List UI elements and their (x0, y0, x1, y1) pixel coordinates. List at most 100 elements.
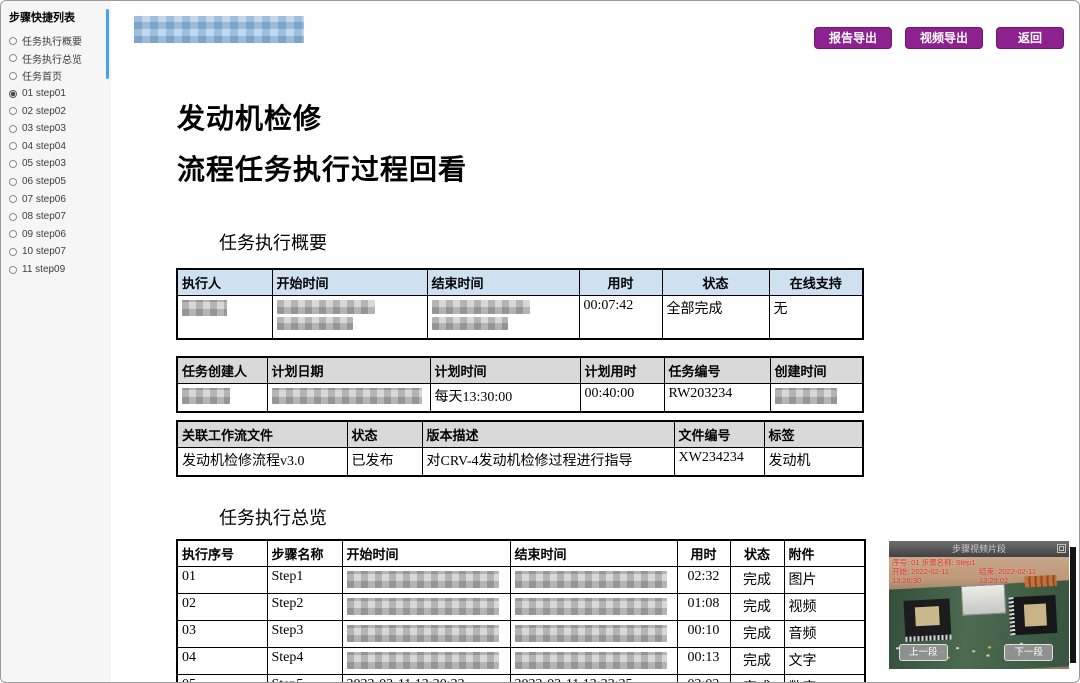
table-header-row: 任务创建人 计划日期 计划时间 计划用时 任务编号 创建时间 (176, 356, 864, 384)
sidebar-item-step07[interactable]: 07 step06 (9, 190, 111, 208)
sidebar-item-step06[interactable]: 06 step05 (9, 173, 111, 191)
header-cell: 任务创建人 (176, 356, 268, 384)
video-popup-title: 步骤视频片段 (951, 544, 1006, 554)
sidebar-item-step04[interactable]: 04 step04 (9, 138, 111, 156)
start-time-cell (271, 294, 428, 340)
sidebar-item-label: 10 step07 (22, 246, 66, 258)
create-time-cell (769, 382, 864, 413)
start-time-cell (341, 646, 511, 675)
sidebar-item-step05[interactable]: 05 step03 (9, 155, 111, 173)
attachment-cell: 图片 (783, 565, 866, 594)
radio-icon[interactable] (9, 247, 17, 256)
header-cell: 状态 (661, 268, 770, 296)
sidebar-item-step08[interactable]: 08 step07 (9, 208, 111, 226)
header-cell: 结束时间 (509, 539, 678, 567)
status-cell: 完成 (729, 646, 785, 675)
header-cell: 开始时间 (341, 539, 511, 567)
duration-cell: 00:07:42 (578, 294, 663, 340)
radio-icon[interactable] (9, 107, 17, 116)
end-time-cell: 2022-02-11 13:22:35 (509, 673, 678, 682)
chip-image (903, 598, 952, 642)
table-row: 05 Step5 2022-02-11 13:20:22 2022-02-11 … (176, 673, 866, 682)
video-frame[interactable]: 序号: 01 步骤名称: Step1 开始: 2022-02-11 13:26:… (889, 557, 1069, 669)
support-cell: 无 (768, 294, 864, 340)
table-row: 每天13:30:00 00:40:00 RW203234 (176, 382, 864, 413)
sidebar-item-label: 05 step03 (22, 158, 66, 170)
plan-time-cell: 每天13:30:00 (429, 382, 581, 413)
page-title: 发动机检修 (177, 104, 323, 135)
video-popup-titlebar[interactable]: 步骤视频片段 (889, 541, 1069, 557)
step-video-popup: 步骤视频片段 序号: 01 步骤名称: Step1 开始: 2022-02-11… (889, 541, 1069, 669)
radio-icon[interactable] (9, 212, 17, 221)
end-time-cell (509, 592, 678, 621)
redacted-text (182, 387, 230, 404)
sidebar-item-step02[interactable]: 02 step02 (9, 102, 111, 120)
redacted-text (774, 387, 837, 404)
step-no-cell: 04 (176, 646, 268, 675)
table-header-row: 执行序号 步骤名称 开始时间 结束时间 用时 状态 附件 (176, 539, 866, 567)
sidebar-item-step10[interactable]: 10 step07 (9, 243, 111, 261)
plan-table: 任务创建人 计划日期 计划时间 计划用时 任务编号 创建时间 每天13:30:0… (176, 356, 864, 413)
redacted-text (514, 570, 667, 588)
sidebar-item-task-home[interactable]: 任务首页 (9, 67, 111, 85)
header-cell: 任务编号 (663, 356, 771, 384)
minimize-icon[interactable] (1057, 544, 1066, 553)
radio-icon[interactable] (9, 265, 17, 274)
table-row: 01 Step1 02:32 完成 图片 (176, 565, 866, 594)
section-heading-overview: 任务执行总览 (219, 508, 327, 528)
sidebar-item-task-overview[interactable]: 任务执行总览 (9, 50, 111, 68)
toolbar: 报告导出 视频导出 返回 (813, 27, 1064, 49)
sidebar-item-step03[interactable]: 03 step03 (9, 120, 111, 138)
report-export-button[interactable]: 报告导出 (813, 27, 892, 49)
video-step-info: 序号: 01 步骤名称: Step1 (892, 558, 976, 567)
executor-cell (176, 294, 273, 340)
chip-image (1008, 594, 1058, 636)
sidebar-item-step09[interactable]: 09 step06 (9, 226, 111, 244)
radio-icon[interactable] (9, 124, 17, 133)
step-name-cell: Step5 (266, 673, 343, 682)
start-time-cell (341, 565, 511, 594)
sidebar-item-step11[interactable]: 11 step09 (9, 261, 111, 279)
sidebar-scrollbar-thumb[interactable] (106, 9, 109, 79)
sidebar-item-label: 09 step06 (22, 228, 66, 240)
table-row: 03 Step3 00:10 完成 音频 (176, 619, 866, 648)
version-desc-cell: 对CRV-4发动机检修过程进行指导 (421, 446, 675, 477)
start-time-cell (341, 592, 511, 621)
header-cell: 标签 (763, 420, 864, 448)
duration-cell: 00:10 (676, 619, 731, 648)
radio-icon[interactable] (9, 177, 17, 186)
next-clip-button[interactable]: 下一段 (1004, 643, 1053, 661)
radio-icon[interactable] (9, 159, 17, 168)
step-no-cell: 03 (176, 619, 268, 648)
duration-cell: 02:02 (676, 673, 731, 682)
redacted-text (276, 316, 353, 330)
step-name-cell: Step3 (266, 619, 343, 648)
header-cell: 执行人 (176, 268, 273, 296)
radio-icon[interactable] (9, 71, 17, 80)
start-time-cell: 2022-02-11 13:20:22 (341, 673, 511, 682)
sidebar-item-label: 11 step09 (22, 264, 66, 276)
sidebar-item-label: 06 step05 (22, 176, 66, 188)
radio-icon[interactable] (9, 142, 17, 151)
attachment-cell: 视频 (783, 592, 866, 621)
video-export-button[interactable]: 视频导出 (904, 27, 983, 49)
redacted-text (431, 316, 508, 330)
radio-icon[interactable] (9, 195, 17, 204)
step-name-cell: Step4 (266, 646, 343, 675)
duration-cell: 00:13 (676, 646, 731, 675)
radio-icon[interactable] (9, 54, 17, 63)
sidebar-item-step01[interactable]: 01 step01 (9, 85, 111, 103)
radio-icon[interactable] (9, 230, 17, 239)
duration-cell: 02:32 (676, 565, 731, 594)
sidebar-item-task-summary[interactable]: 任务执行概要 (9, 32, 111, 50)
workflow-file-cell: 发动机检修流程v3.0 (176, 446, 348, 477)
sidebar-item-label: 01 step01 (22, 88, 66, 100)
radio-icon[interactable] (9, 36, 17, 45)
file-no-cell: XW234234 (673, 446, 765, 477)
status-cell: 完成 (729, 673, 785, 682)
radio-selected-icon[interactable] (9, 89, 17, 98)
back-button[interactable]: 返回 (995, 27, 1064, 49)
video-info-overlay: 序号: 01 步骤名称: Step1 开始: 2022-02-11 13:26:… (892, 558, 1066, 585)
prev-clip-button[interactable]: 上一段 (899, 643, 948, 661)
